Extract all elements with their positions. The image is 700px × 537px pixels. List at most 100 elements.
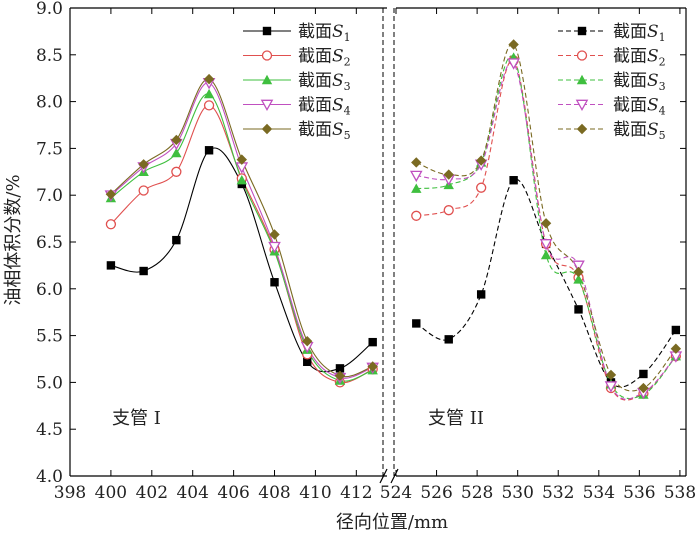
data-point-panel2-series4 [507, 58, 520, 70]
data-point-panel2-series2 [411, 210, 422, 221]
data-point-panel2-series5 [605, 369, 617, 381]
data-point-panel1-series1 [139, 266, 148, 276]
data-point-panel1-series3 [236, 175, 247, 185]
x-tick-label: 534 [583, 483, 615, 503]
data-point-panel1-series1 [368, 337, 377, 347]
legend-marker [261, 123, 273, 135]
y-tick-label: 6.5 [36, 233, 63, 253]
data-point-panel2-series1 [509, 176, 518, 185]
data-point-panel1-series2 [138, 185, 149, 196]
data-point-panel2-series5 [411, 157, 422, 168]
data-point-panel1-series5 [367, 361, 378, 372]
data-point-panel1-series1 [106, 261, 116, 270]
x-tick-label: 406 [217, 483, 249, 503]
data-point-panel1-series4 [268, 241, 281, 254]
data-point-panel2-series5 [573, 266, 584, 278]
data-point-panel2-series1 [476, 290, 486, 299]
data-point-panel1-series1 [303, 357, 312, 367]
x-tick-label: 400 [95, 483, 127, 503]
y-axis-title: 油相体积分数/% [3, 174, 24, 305]
data-point-panel2-series3 [411, 183, 422, 193]
legend-label: 截面S3 [613, 71, 666, 93]
data-point-panel2-series2 [476, 182, 487, 193]
panel-label-branch-1: 支管 I [112, 408, 161, 429]
data-point-panel1-series2 [171, 166, 182, 177]
fit-curve-panel1-series2 [110, 104, 373, 384]
x-tick-label: 412 [340, 483, 372, 503]
x-tick-label: 538 [664, 483, 696, 503]
data-point-panel1-series1 [270, 278, 279, 287]
data-point-panel1-series2 [105, 219, 117, 230]
y-tick-label: 7.0 [36, 186, 63, 206]
data-points [104, 39, 683, 400]
legend-label: 截面S3 [298, 71, 351, 93]
fit-curves [110, 43, 677, 401]
data-point-panel1-series2 [203, 100, 215, 111]
data-point-panel2-series4 [539, 239, 553, 251]
y-tick-label: 5.5 [36, 327, 63, 347]
legend-label: 截面S4 [298, 96, 351, 118]
y-tick-label: 8.5 [36, 46, 63, 66]
legend-marker [260, 99, 274, 112]
y-tick-label: 5.0 [36, 373, 63, 393]
y-tick-label: 8.0 [36, 93, 63, 113]
x-tick-label: 530 [501, 483, 533, 503]
legend-marker [261, 74, 273, 85]
data-point-panel1-series5 [171, 134, 182, 146]
y-tick-label: 6.0 [36, 280, 63, 300]
legend-marker [577, 26, 587, 36]
legend-marker [576, 74, 588, 85]
data-point-panel1-series5 [236, 154, 247, 165]
x-tick-label: 536 [623, 483, 655, 503]
x-tick-label: 402 [136, 483, 168, 503]
data-point-panel1-series5 [105, 189, 117, 200]
data-point-panel2-series3 [573, 274, 584, 284]
data-point-panel2-series4 [572, 260, 585, 272]
legend-label: 截面S1 [298, 22, 351, 44]
data-point-panel2-series5 [540, 218, 552, 229]
data-point-panel2-series5 [670, 343, 682, 354]
data-point-panel2-series1 [412, 319, 421, 328]
y-tick-label: 4.0 [36, 467, 63, 487]
fit-curve-panel2-series3 [416, 55, 677, 399]
axis-break-slash-2 [390, 468, 399, 484]
fit-curve-panel2-series1 [416, 178, 677, 388]
data-point-panel2-series1 [671, 325, 681, 335]
data-point-panel2-series1 [444, 335, 453, 344]
x-axis-title: 径向位置/mm [336, 512, 448, 533]
x-tick-label: 408 [258, 483, 290, 503]
legend-marker [262, 26, 272, 36]
data-point-panel2-series5 [443, 169, 454, 180]
x-tick-label: 410 [299, 483, 331, 503]
x-tick-label: 532 [542, 483, 574, 503]
axis-break-slash-1 [379, 468, 388, 484]
axes: 4.0 4.5 5.0 5.5 6.0 6.5 7.0 7.5 8.0 8.5 9.0 398 400 4… [36, 0, 696, 503]
data-point-panel1-series5 [203, 73, 215, 85]
x-tick-label: 526 [420, 483, 452, 503]
labels: 径向位置/mm 油相体积分数/% 支管 I 支管 II [3, 174, 484, 533]
data-point-panel2-series2 [443, 205, 454, 216]
data-point-panel1-series1 [172, 235, 181, 245]
data-point-panel1-series5 [269, 229, 280, 240]
x-tick-label: 404 [176, 483, 208, 503]
legend-label: 截面S5 [298, 120, 351, 142]
fit-curve-panel2-series4 [416, 61, 677, 400]
legend-marker [575, 99, 589, 112]
fit-curve-panel2-series2 [416, 59, 677, 401]
legend-marker [261, 50, 273, 61]
legend-label: 截面S4 [613, 96, 666, 118]
panel-label-branch-2: 支管 II [428, 408, 484, 429]
data-point-panel2-series5 [508, 39, 519, 50]
data-point-panel2-series4 [604, 381, 618, 393]
x-tick-label: 524 [380, 483, 412, 503]
data-point-panel2-series1 [639, 369, 648, 379]
y-tick-label: 7.5 [36, 139, 63, 159]
data-point-panel2-series4 [409, 170, 423, 183]
x-tick-label: 398 [54, 483, 86, 503]
legend-label: 截面S5 [613, 120, 666, 142]
legend-label: 截面S2 [613, 47, 666, 69]
